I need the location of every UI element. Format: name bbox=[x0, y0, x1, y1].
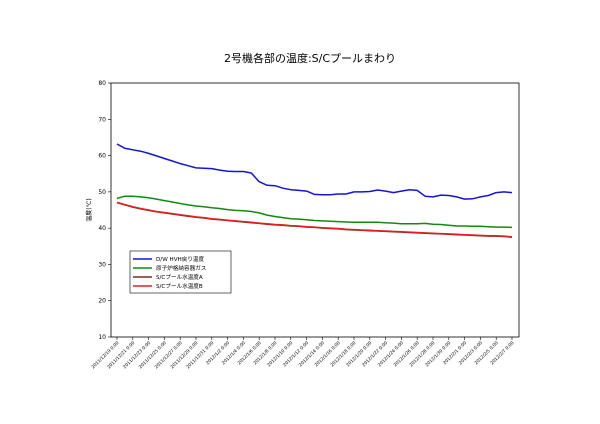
y-tick-label-0: 10 bbox=[98, 334, 106, 341]
y-axis-label: 温度(℃) bbox=[85, 198, 93, 221]
y-tick-label-6: 70 bbox=[98, 116, 106, 123]
chart-title: 2号機各部の温度:S/Cプールまわり bbox=[224, 51, 396, 65]
series-lines bbox=[116, 143, 513, 238]
y-tick-label-2: 30 bbox=[98, 261, 106, 268]
y-tick-label-4: 50 bbox=[98, 189, 106, 196]
x-tick-label-5: 2011/12/29 0:00 bbox=[169, 340, 199, 370]
x-tick-label-1: 2011/12/21 0:00 bbox=[106, 340, 136, 370]
legend-label-sc-pool-b: S/Cプール水温度B bbox=[156, 282, 203, 290]
y-tick-label-3: 40 bbox=[98, 225, 106, 232]
legend-label-pcv-gas: 原子炉格納容器ガス bbox=[156, 264, 207, 272]
x-tick-label-2: 2011/12/23 0:00 bbox=[122, 340, 152, 370]
plot-area bbox=[110, 82, 520, 338]
series-line-0 bbox=[116, 143, 513, 200]
series-line-1 bbox=[116, 195, 513, 229]
x-tick-label-3: 2011/12/25 0:00 bbox=[138, 340, 168, 370]
legend-label-dw-hvh: D/W HVH戻り温度 bbox=[156, 255, 205, 263]
x-tick-label-6: 2011/12/31 0:00 bbox=[185, 340, 215, 370]
x-tick-label-4: 2011/12/27 0:00 bbox=[154, 340, 184, 370]
y-axis: 10 20 30 40 50 60 70 80 bbox=[98, 80, 111, 341]
x-tick-label-0: 2011/12/19 0:00 bbox=[90, 340, 120, 370]
y-tick-label-7: 80 bbox=[98, 80, 106, 87]
y-tick-label-5: 60 bbox=[98, 153, 106, 160]
series-line-3 bbox=[116, 201, 513, 238]
legend: D/W HVH戻り温度 原子炉格納容器ガス S/Cプール水温度A S/Cプール水… bbox=[129, 250, 232, 294]
y-tick-label-1: 20 bbox=[98, 298, 106, 305]
legend-label-sc-pool-a: S/Cプール水温度A bbox=[156, 273, 203, 281]
